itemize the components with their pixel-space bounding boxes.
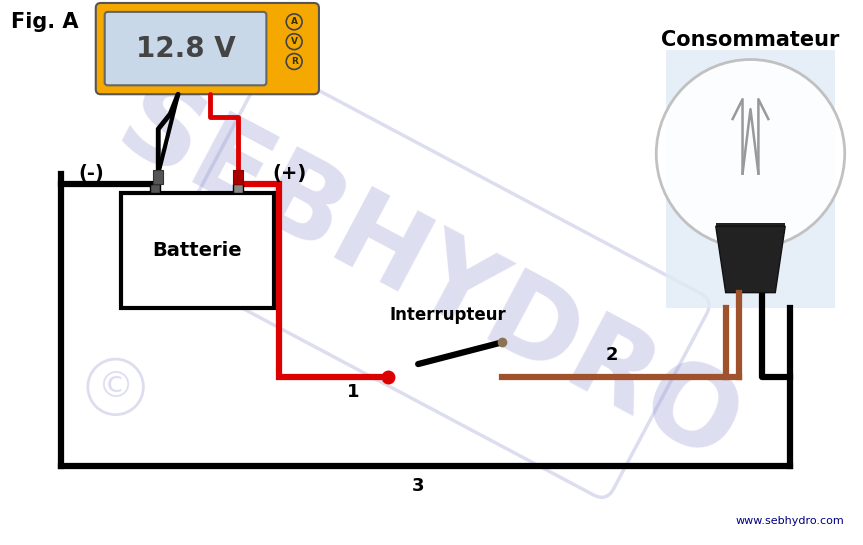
Circle shape [656, 59, 845, 248]
Bar [666, 50, 835, 307]
Text: 3: 3 [412, 477, 425, 495]
Bar [233, 184, 243, 193]
Text: www.sebhydro.com: www.sebhydro.com [736, 516, 845, 526]
Text: ©: © [98, 370, 134, 404]
Bar [150, 184, 161, 193]
FancyBboxPatch shape [104, 12, 267, 86]
Text: Consommateur: Consommateur [661, 30, 840, 50]
Text: V: V [291, 37, 298, 46]
Text: Batterie: Batterie [153, 241, 243, 260]
Bar [233, 169, 243, 184]
Bar [154, 169, 163, 184]
Text: Interrupteur: Interrupteur [389, 306, 507, 324]
Bar [121, 193, 274, 307]
Circle shape [287, 34, 302, 50]
Polygon shape [715, 223, 785, 233]
FancyBboxPatch shape [96, 3, 319, 94]
Text: 12.8 V: 12.8 V [135, 35, 236, 63]
Text: 2: 2 [605, 346, 618, 364]
Circle shape [287, 53, 302, 69]
Text: R: R [291, 57, 298, 66]
Text: Fig. A: Fig. A [11, 12, 79, 32]
Text: (-): (-) [78, 164, 104, 183]
Text: A: A [291, 17, 298, 26]
Text: (+): (+) [272, 164, 306, 183]
Polygon shape [715, 226, 785, 293]
Text: SEBHYDRO: SEBHYDRO [100, 69, 756, 486]
Text: 1: 1 [348, 383, 360, 401]
Circle shape [287, 14, 302, 30]
